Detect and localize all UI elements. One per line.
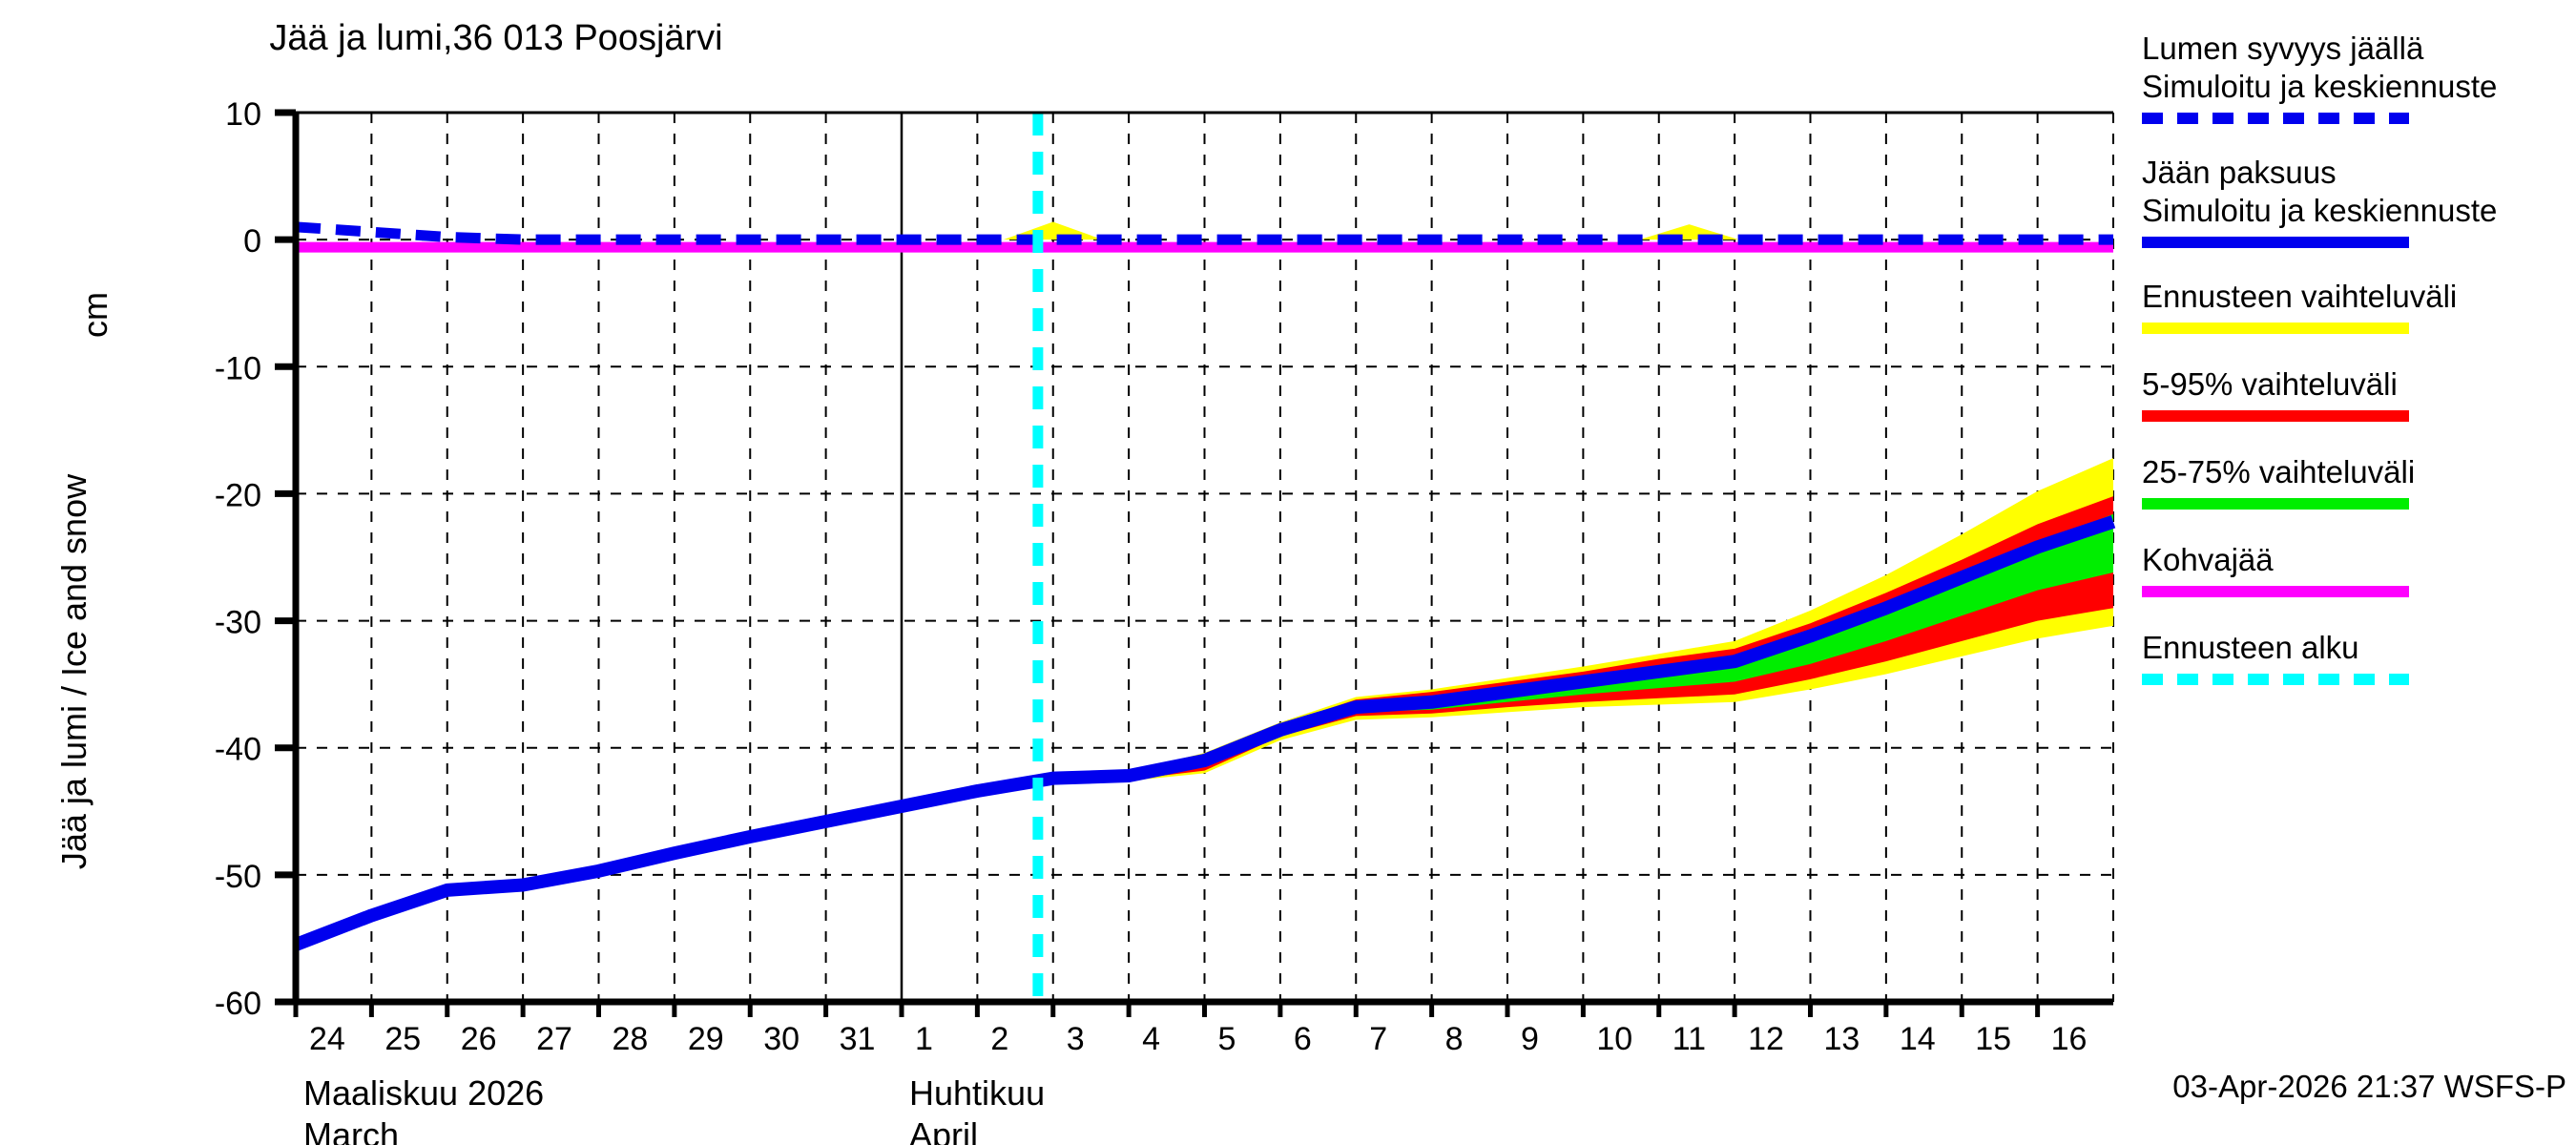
legend-item-slush-ice[interactable]: Kohvajää [2142,542,2409,597]
x-tick-label: 2 [990,1021,1008,1057]
series-snow-depth [295,221,2113,245]
x-tick-label: 30 [763,1021,800,1057]
month-label-en-april: April [909,1115,978,1145]
x-tick-label: 10 [1596,1021,1632,1057]
month-label-en-march: March [303,1115,399,1145]
x-tick-label: 9 [1521,1021,1539,1057]
legend-title-slush-ice: Kohvajää [2142,542,2274,577]
x-tick-label: 12 [1748,1021,1784,1057]
y-tick-label: 0 [243,223,261,260]
y-tick-label: -60 [215,986,261,1022]
footer-timestamp: 03-Apr-2026 21:37 WSFS-P [2172,1069,2566,1104]
page-title: Jää ja lumi,36 013 Poosjärvi [269,18,722,58]
y-axis-unit: cm [75,292,114,338]
legend-subtitle-ice-thickness: Simuloitu ja keskiennuste [2142,193,2497,228]
legend-item-range-5-95[interactable]: 5-95% vaihteluväli [2142,366,2409,422]
x-tick-label: 5 [1218,1021,1236,1057]
y-tick-label: -40 [215,732,261,768]
x-tick-label: 13 [1824,1021,1860,1057]
legend-item-forecast-range[interactable]: Ennusteen vaihteluväli [2142,279,2457,334]
x-tick-label: 14 [1900,1021,1936,1057]
x-tick-label: 4 [1142,1021,1160,1057]
x-tick-label: 1 [915,1021,933,1057]
x-tick-label: 27 [536,1021,572,1057]
legend-item-forecast-start[interactable]: Ennusteen alku [2142,630,2409,685]
y-tick-label: -30 [215,605,261,641]
legend-item-range-25-75[interactable]: 25-75% vaihteluväli [2142,454,2415,510]
x-tick-label: 28 [613,1021,649,1057]
x-tick-label: 11 [1672,1021,1706,1057]
legend-subtitle-snow-depth-on-ice: Simuloitu ja keskiennuste [2142,69,2497,104]
forecast-bands [1052,458,2113,781]
month-label-fi-april: Huhtikuu [909,1073,1045,1113]
grid-lines [296,113,2114,1003]
y-axis-ticks [275,109,296,1006]
legend-title-snow-depth-on-ice: Lumen syvyys jäällä [2142,31,2424,66]
x-tick-label: 15 [1975,1021,2011,1057]
x-axis-ticks [293,1002,2041,1017]
y-tick-label: -50 [215,859,261,895]
legend-title-forecast-start: Ennusteen alku [2142,630,2359,665]
x-tick-label: 16 [2051,1021,2088,1057]
month-label-fi-march: Maaliskuu 2026 [303,1073,544,1113]
legend-title-range-5-95: 5-95% vaihteluväli [2142,366,2398,402]
x-tick-label: 29 [688,1021,724,1057]
y-tick-label: -10 [215,350,261,386]
series-ice-thickness [293,515,2116,951]
x-tick-label: 25 [384,1021,421,1057]
legend-title-range-25-75: 25-75% vaihteluväli [2142,454,2415,489]
y-tick-label: 10 [225,96,261,133]
legend-title-forecast-range: Ennusteen vaihteluväli [2142,279,2457,314]
y-tick-label: -20 [215,477,261,513]
band-5-95-vaihteluv-li [1052,496,2113,780]
x-tick-label: 26 [461,1021,497,1057]
legend-title-ice-thickness: Jään paksuus [2142,155,2337,190]
x-tick-label: 3 [1067,1021,1085,1057]
y-axis-title: Jää ja lumi / Ice and snow [54,473,93,869]
x-tick-label: 8 [1445,1021,1464,1057]
x-tick-label: 31 [840,1021,876,1057]
x-tick-label: 6 [1294,1021,1312,1057]
x-tick-label: 7 [1369,1021,1387,1057]
x-tick-label: 24 [309,1021,345,1057]
